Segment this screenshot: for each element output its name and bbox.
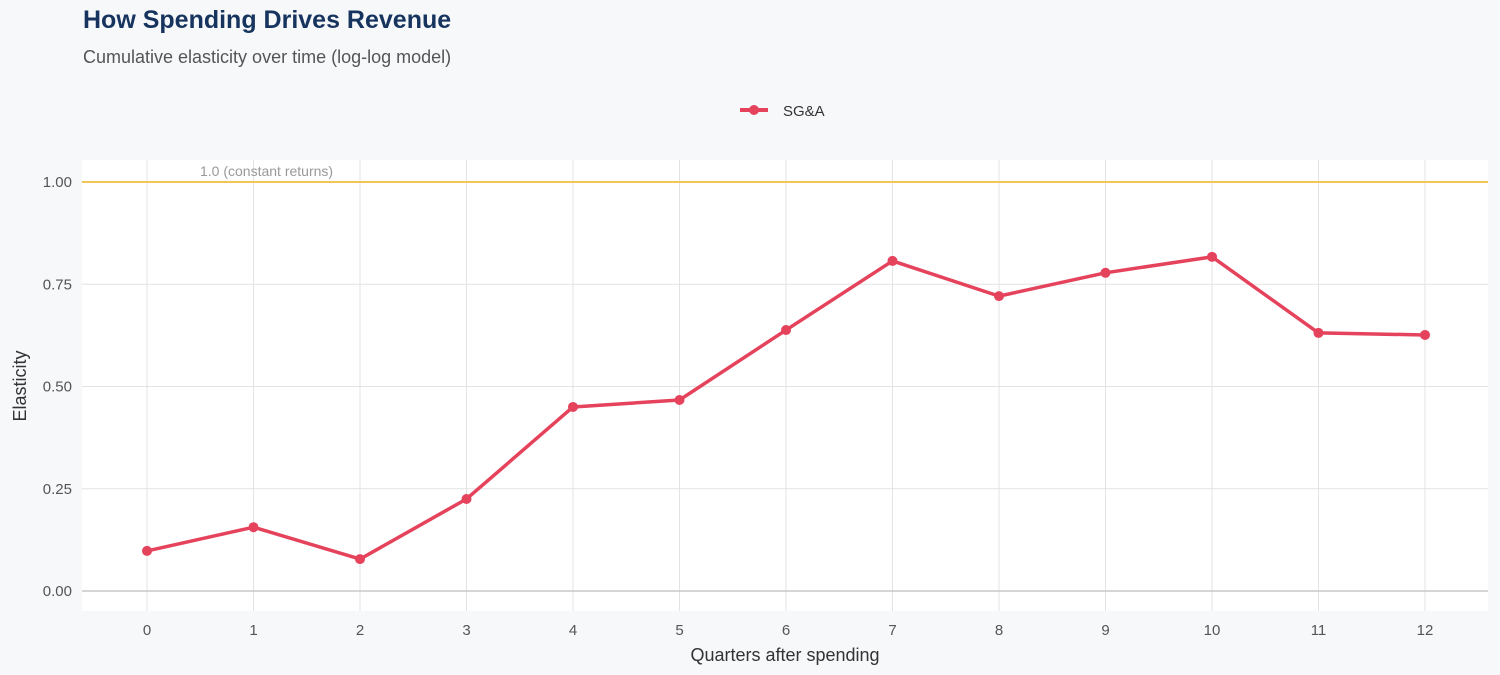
y-tick-label: 0.25 (43, 481, 72, 498)
legend-label: SG&A (783, 103, 825, 120)
data-point (1313, 327, 1324, 338)
x-tick-label: 8 (995, 622, 1003, 639)
y-tick-label: 1.00 (43, 174, 72, 191)
data-point (674, 394, 685, 405)
data-point (142, 545, 152, 556)
chart-title: How Spending Drives Revenue (83, 6, 452, 34)
data-point (355, 554, 365, 565)
x-tick-label: 4 (569, 622, 577, 639)
data-point (1420, 329, 1430, 340)
x-tick-label: 6 (782, 622, 790, 639)
x-tick-label: 1 (249, 622, 257, 639)
data-point (248, 522, 259, 533)
x-axis-label: Quarters after spending (690, 645, 879, 665)
data-point (781, 325, 791, 336)
x-tick-label: 10 (1204, 622, 1221, 639)
y-axis-label: Elasticity (10, 350, 30, 421)
y-tick-label: 0.50 (43, 379, 72, 396)
x-tick-label: 9 (1101, 622, 1109, 639)
plot-panel (82, 160, 1488, 611)
reference-line-label: 1.0 (constant returns) (200, 163, 333, 179)
y-tick-label: 0.75 (43, 276, 72, 293)
x-tick-label: 7 (888, 622, 896, 639)
data-point (461, 493, 472, 504)
y-tick-label: 0.00 (43, 583, 72, 600)
data-point (994, 291, 1004, 302)
x-tick-label: 3 (462, 622, 470, 639)
chart-subtitle: Cumulative elasticity over time (log-log… (83, 47, 452, 67)
data-point (1207, 251, 1217, 262)
x-tick-label: 5 (675, 622, 683, 639)
legend-marker (749, 105, 759, 115)
x-tick-label: 2 (356, 622, 364, 639)
x-tick-label: 12 (1417, 622, 1434, 639)
data-point (1100, 267, 1111, 278)
x-tick-label: 0 (143, 622, 151, 639)
x-tick-label: 11 (1311, 622, 1327, 639)
data-point (887, 255, 898, 266)
data-point (568, 401, 578, 412)
